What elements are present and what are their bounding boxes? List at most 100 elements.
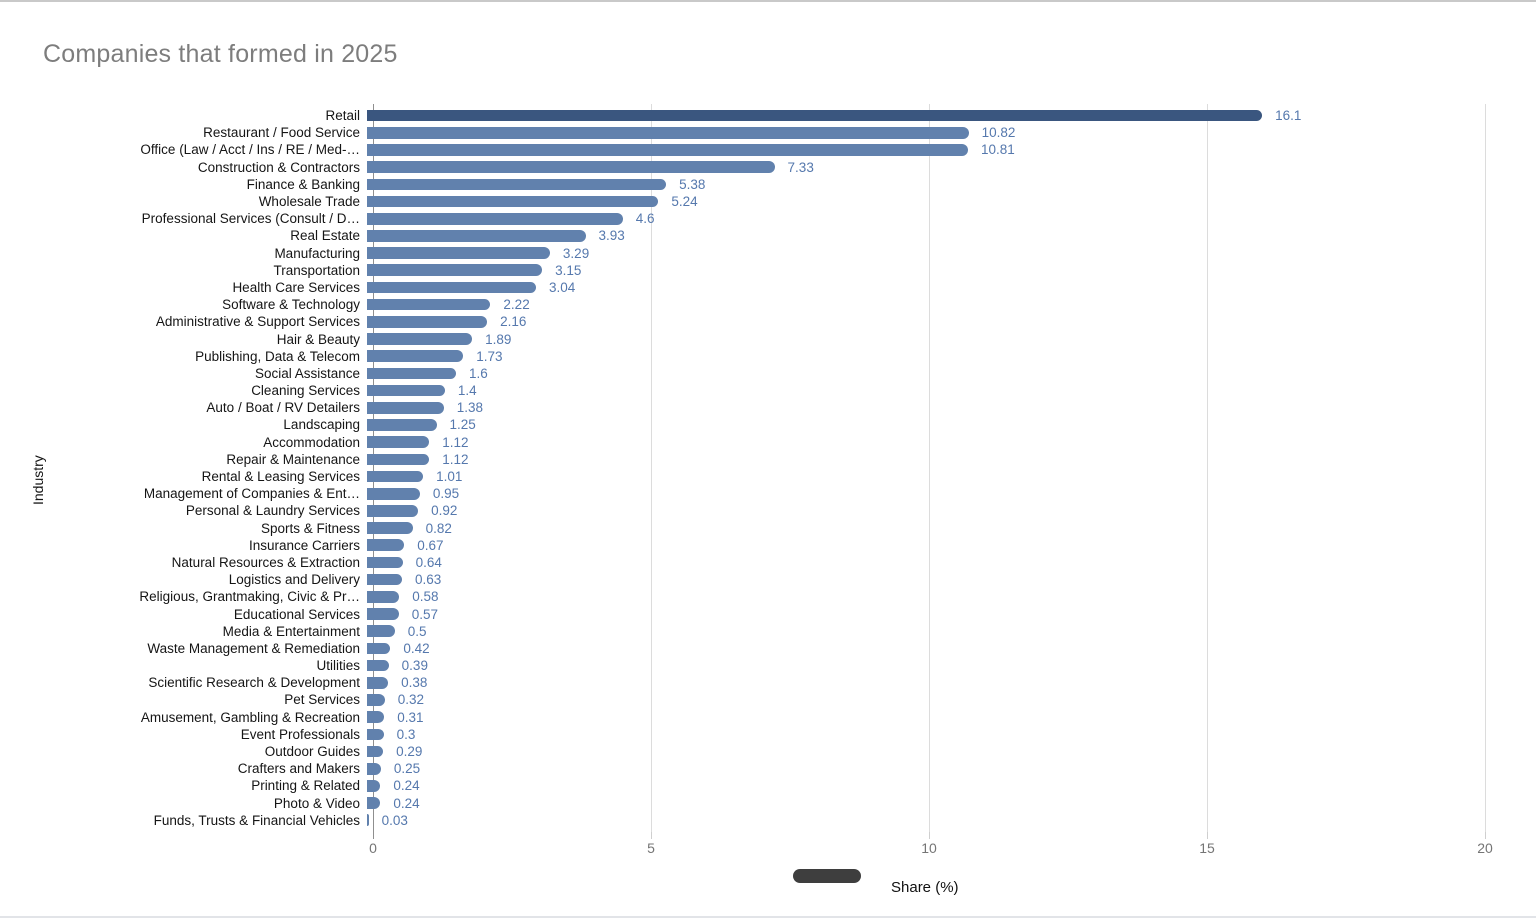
bar-zone: 1.25 (367, 417, 1479, 432)
bar (367, 728, 384, 741)
bar-value-label: 0.58 (412, 589, 439, 605)
table-row: Pet Services 0.32 (0, 691, 1536, 708)
bar (367, 384, 445, 397)
bar-value-label: 0.64 (415, 554, 442, 570)
bar (367, 505, 419, 517)
category-label: Retail (325, 108, 360, 124)
bar (367, 539, 405, 552)
bar (367, 642, 391, 655)
category-label: Management of Companies & Ent… (143, 486, 360, 502)
bar (367, 144, 969, 156)
category-label: Crafters and Makers (237, 761, 360, 777)
bar-zone: 0.5 (367, 624, 1479, 639)
table-row: Wholesale Trade 5.24 (0, 193, 1536, 210)
category-label: Waste Management & Remediation (147, 640, 360, 656)
bar (367, 230, 586, 242)
x-axis-title: Share (%) (891, 879, 959, 896)
bar (367, 195, 659, 208)
bar-value-label: 16.1 (1275, 108, 1302, 124)
bar-value-label: 1.89 (485, 331, 512, 347)
table-row: Administrative & Support Services 2.16 (0, 313, 1536, 330)
bar-value-label: 10.81 (981, 142, 1015, 158)
bar-zone: 0.42 (367, 641, 1479, 656)
bar-zone: 7.33 (367, 160, 1479, 175)
table-row: Manufacturing 3.29 (0, 245, 1536, 262)
bar (367, 745, 384, 758)
bar-value-label: 0.31 (397, 709, 424, 725)
table-row: Utilities 0.39 (0, 657, 1536, 674)
bar (367, 161, 775, 173)
category-label: Pet Services (284, 692, 360, 708)
bar-value-label: 1.4 (457, 383, 477, 399)
table-row: Funds, Trusts & Financial Vehicles 0.03 (0, 812, 1536, 829)
chart-title: Companies that formed in 2025 (43, 40, 398, 68)
axis-tick-mark (373, 832, 374, 839)
table-row: Repair & Maintenance 1.12 (0, 451, 1536, 468)
bar-value-label: 3.29 (562, 245, 590, 261)
category-label: Logistics and Delivery (228, 572, 360, 588)
bar-value-label: 1.6 (468, 365, 488, 381)
bar-value-label: 0.39 (401, 658, 428, 674)
axis-tick-mark (1207, 832, 1208, 839)
axis-tick-label: 20 (1477, 840, 1493, 856)
bar-zone: 3.29 (367, 246, 1479, 261)
category-label: Natural Resources & Extraction (171, 554, 360, 570)
bar-value-label: 1.38 (456, 400, 483, 416)
axis-tick-label: 15 (1199, 840, 1215, 856)
category-label: Insurance Carriers (248, 537, 360, 553)
category-label: Landscaping (283, 417, 360, 433)
bar-value-label: 0.25 (393, 761, 421, 777)
bar-value-label: 3.04 (549, 279, 576, 295)
table-row: Cleaning Services 1.4 (0, 382, 1536, 399)
bar-zone: 4.6 (367, 211, 1479, 226)
table-row: Publishing, Data & Telecom 1.73 (0, 348, 1536, 365)
category-label: Transportation (273, 262, 360, 278)
bar (367, 711, 385, 723)
table-row: Construction & Contractors 7.33 (0, 159, 1536, 176)
category-label: Professional Services (Consult / D… (141, 211, 360, 227)
bar-value-label: 0.24 (393, 795, 420, 811)
bar-zone: 0.29 (367, 744, 1479, 759)
table-row: Educational Services 0.57 (0, 605, 1536, 622)
bar-zone: 0.64 (367, 555, 1479, 570)
category-label: Restaurant / Food Service (203, 125, 360, 141)
bar-value-label: 2.16 (500, 314, 527, 330)
category-label: Hair & Beauty (276, 331, 360, 347)
bar-zone: 2.22 (367, 297, 1479, 312)
bar-zone: 1.12 (367, 435, 1479, 450)
bar-value-label: 0.03 (381, 812, 408, 828)
bar-value-label: 0.38 (401, 675, 428, 691)
bar (367, 453, 430, 466)
bar-zone: 0.32 (367, 692, 1479, 707)
bar-zone: 0.38 (367, 675, 1479, 690)
bar (367, 694, 385, 706)
bar-value-label: 4.6 (635, 211, 655, 227)
table-row: Insurance Carriers 0.67 (0, 537, 1536, 554)
bar-value-label: 0.95 (432, 486, 460, 502)
category-label: Publishing, Data & Telecom (195, 348, 360, 364)
table-row: Professional Services (Consult / D… 4.6 (0, 210, 1536, 227)
bar-value-label: 0.29 (396, 744, 423, 760)
axis-tick-mark (651, 832, 652, 839)
bar (367, 316, 488, 328)
legend-series-swatch (793, 869, 861, 883)
bar-zone: 0.82 (367, 521, 1479, 536)
bar-value-label: 0.3 (396, 726, 416, 742)
bar-zone: 0.57 (367, 607, 1479, 622)
bar (367, 126, 969, 139)
bar-zone: 1.4 (367, 383, 1479, 398)
category-label: Software & Technology (222, 297, 360, 313)
bar-zone: 1.01 (367, 469, 1479, 484)
bar-zone: 0.25 (367, 761, 1479, 776)
bar-zone: 10.82 (367, 125, 1479, 140)
bar (367, 281, 537, 294)
bar-zone: 10.81 (367, 142, 1479, 157)
table-row: Management of Companies & Ent… 0.95 (0, 485, 1536, 502)
category-label: Amusement, Gambling & Recreation (140, 709, 360, 725)
table-row: Retail 16.1 (0, 107, 1536, 124)
bar (367, 659, 389, 672)
table-row: Photo & Video 0.24 (0, 795, 1536, 812)
bar (367, 109, 1263, 122)
category-label: Manufacturing (274, 245, 360, 261)
category-label: Religious, Grantmaking, Civic & Pr… (139, 589, 360, 605)
